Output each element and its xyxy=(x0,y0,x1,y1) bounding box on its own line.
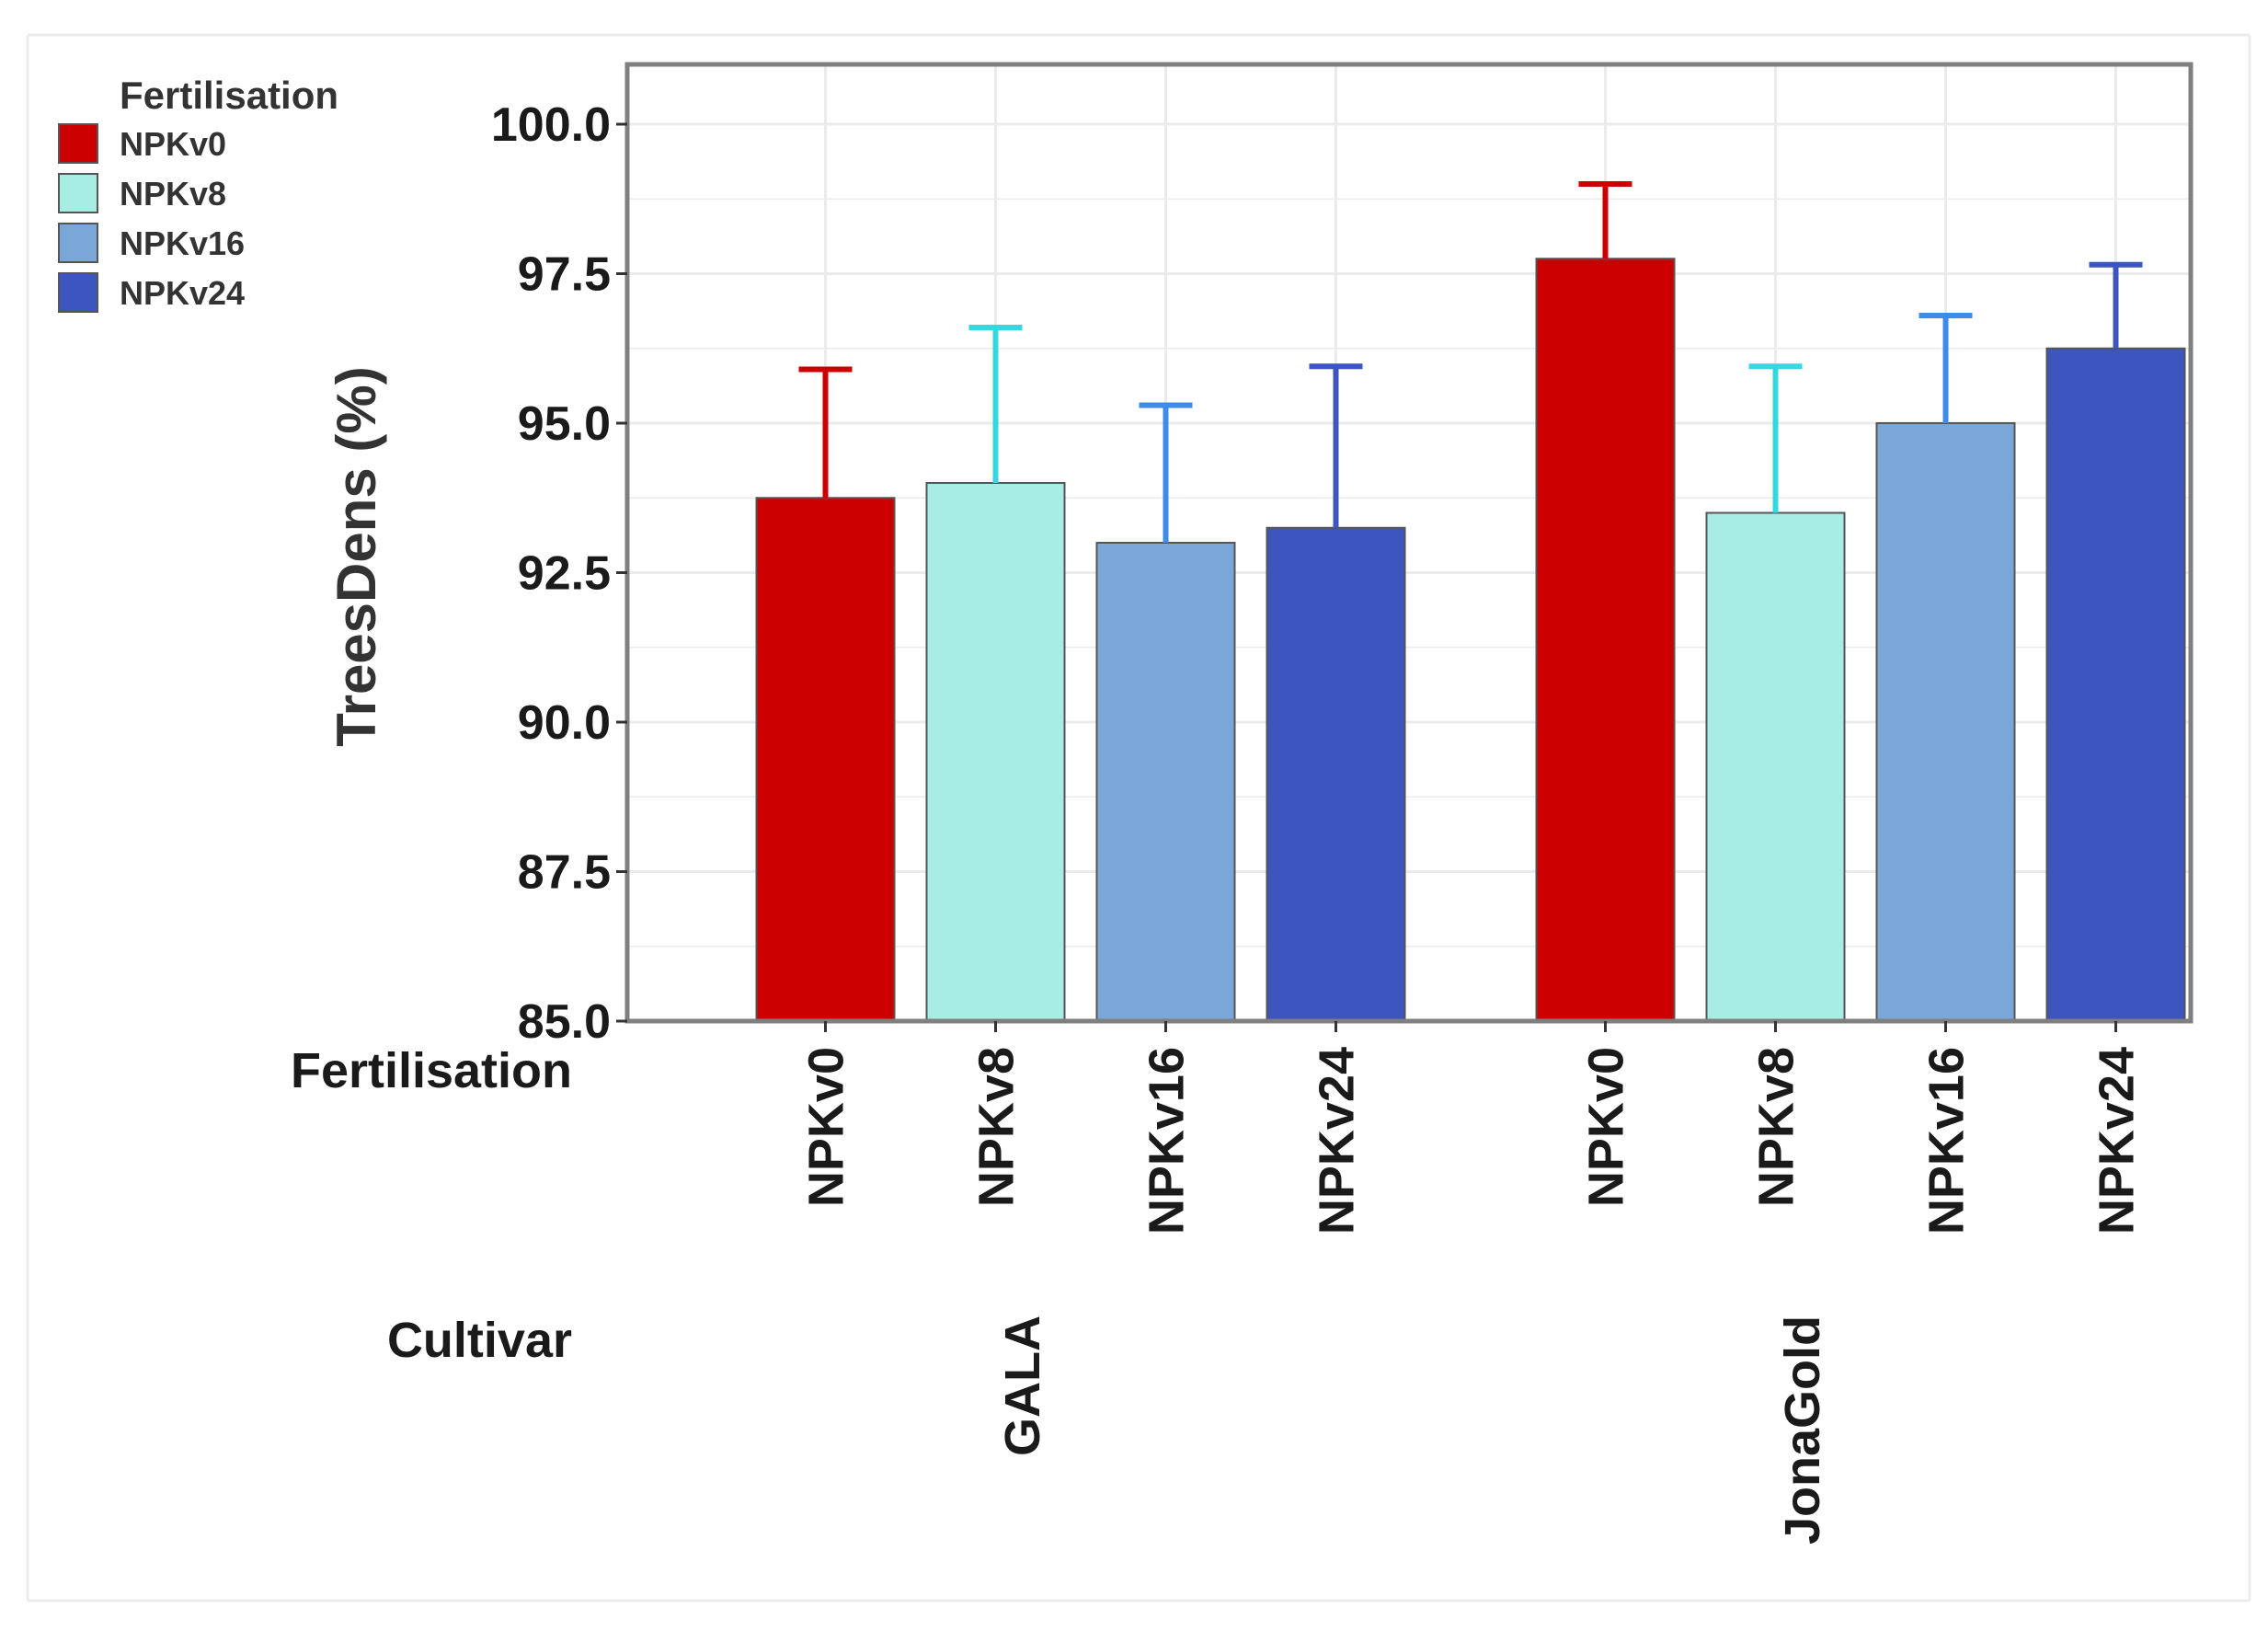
bar xyxy=(1095,542,1236,1022)
x-tick-label: NPKv8 xyxy=(969,1047,1025,1207)
y-tick-label: 92.5 xyxy=(518,547,611,601)
x-axis-fertilisation-labels: NPKv0 NPKv8 NPKv16 NPKv24 NPKv0 NPKv8 NPKv16 NP… xyxy=(799,1021,2145,1235)
legend-swatch xyxy=(58,123,98,164)
y-axis: 85.0 87.5 90.0 92.5 95.0 97.5 100.0 xyxy=(491,98,627,1049)
legend-swatch xyxy=(58,272,98,313)
legend: Fertilisation NPKv0 NPKv8 NPKv16 NPKv24 xyxy=(58,74,338,313)
bar xyxy=(1266,526,1406,1022)
y-tick-label: 100.0 xyxy=(491,98,611,152)
x-tick-label: NPKv16 xyxy=(1140,1047,1195,1235)
x-tick-label: NPKv0 xyxy=(799,1047,854,1207)
y-tick-label: 97.5 xyxy=(518,248,611,302)
legend-label: NPKv0 xyxy=(120,125,226,163)
legend-title: Fertilisation xyxy=(120,74,338,117)
x-tick-label: NPKv0 xyxy=(1579,1047,1634,1207)
y-tick-label: 90.0 xyxy=(518,696,611,750)
error-bars-layer xyxy=(798,181,2143,543)
legend-label: NPKv8 xyxy=(120,175,226,212)
plot-panel-border xyxy=(624,62,2194,1024)
bar xyxy=(755,497,896,1022)
x-tick-label: NPKv8 xyxy=(1749,1047,1804,1207)
cultivar-label: GALA xyxy=(995,1315,1050,1456)
y-tick-label: 87.5 xyxy=(518,846,611,900)
cultivar-label: JonaGold xyxy=(1775,1315,1830,1545)
legend-swatch xyxy=(58,173,98,213)
legend-swatch xyxy=(58,223,98,263)
x-row-label-fertilisation: Fertilisation xyxy=(291,1043,572,1098)
bar xyxy=(2045,347,2186,1022)
bar xyxy=(925,482,1066,1022)
y-axis-title: TreesDens (%) xyxy=(326,366,387,747)
y-tick-label: 95.0 xyxy=(518,397,611,451)
bar xyxy=(1875,422,2016,1022)
x-axis-cultivar-labels: GALA JonaGold xyxy=(995,1315,1830,1545)
x-row-label-cultivar: Cultivar xyxy=(387,1313,572,1368)
legend-entries: NPKv0 NPKv8 NPKv16 NPKv24 xyxy=(58,123,245,313)
x-tick-label: NPKv24 xyxy=(1310,1047,1365,1235)
legend-label: NPKv16 xyxy=(120,224,245,262)
x-tick-label: NPKv24 xyxy=(2090,1047,2145,1235)
y-tick-label: 85.0 xyxy=(518,995,611,1049)
legend-label: NPKv24 xyxy=(120,274,245,312)
bar xyxy=(1535,258,1676,1022)
bar xyxy=(1705,511,1846,1022)
x-tick-label: NPKv16 xyxy=(1919,1047,1975,1235)
bars-layer xyxy=(755,258,2186,1022)
